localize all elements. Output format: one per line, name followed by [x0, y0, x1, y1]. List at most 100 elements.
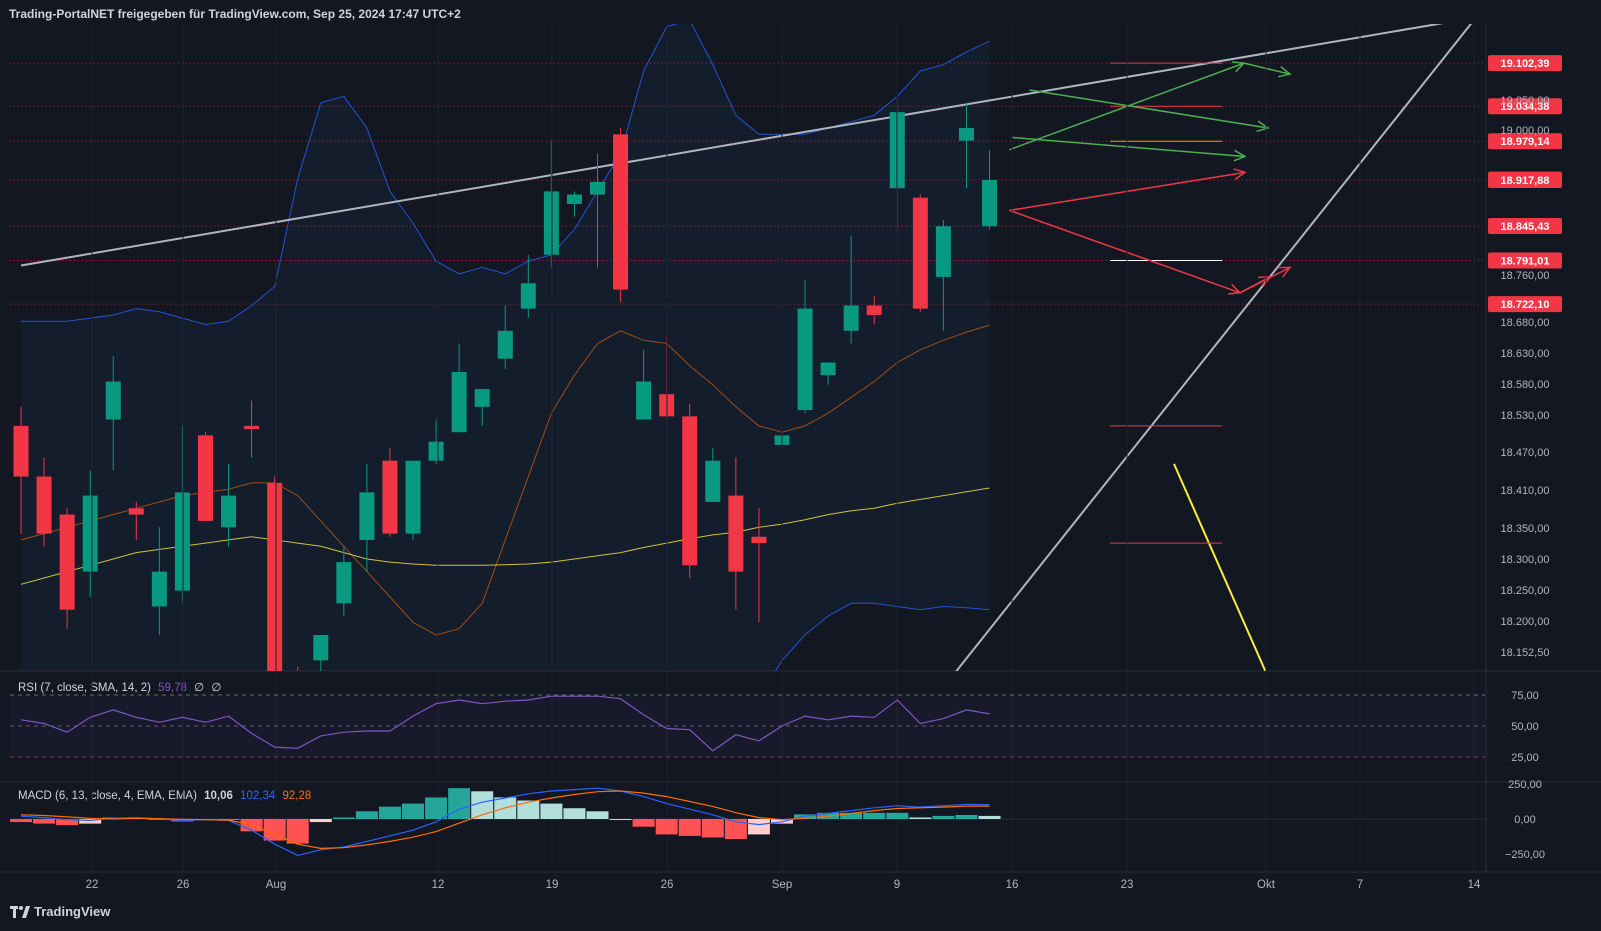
- candle-body: [244, 425, 260, 430]
- candle-body: [958, 128, 974, 141]
- scenario-up-arrow-head: [1233, 149, 1247, 162]
- footer-brand: TradingView: [34, 904, 111, 919]
- candle-body: [751, 536, 767, 544]
- macd-histogram-bar: [586, 811, 609, 819]
- sma100-value: 18.432,02: [168, 51, 220, 63]
- sma200-legend[interactable]: SMA (200, close, 0, SMA, 5) 17.922,72: [18, 68, 223, 80]
- candle-body: [774, 435, 790, 445]
- macd-axis-tick: 0,00: [1514, 814, 1535, 826]
- candle-body: [659, 394, 675, 417]
- scenario-down-arrow-head: [1257, 276, 1272, 288]
- price-badge-label: 18.722,10: [1501, 299, 1550, 311]
- scenario-up-arrow: [1243, 62, 1291, 75]
- macd-histogram-bar: [770, 819, 793, 824]
- rsi-extra1: ∅: [194, 682, 205, 694]
- scenario-up-arrow: [1009, 62, 1245, 151]
- x-axis-tick: Okt: [1257, 879, 1276, 891]
- trendline: [20, 24, 1444, 267]
- candle-body: [59, 514, 75, 610]
- y-axis-tick: 18.300,00: [1501, 554, 1550, 566]
- rsi-legend[interactable]: RSI (7, close, SMA, 14, 2) 59,78 ∅ ∅: [18, 680, 221, 694]
- trendline: [955, 24, 1473, 671]
- sma200-value: 17.922,72: [168, 68, 220, 80]
- bb-basis-line: [20, 324, 990, 636]
- macd-histogram-bar: [240, 819, 263, 832]
- macd-histogram-bar: [378, 806, 401, 819]
- rsi-axis-tick: 50,00: [1511, 721, 1539, 733]
- candle-body: [543, 191, 559, 255]
- macd-histogram-bar: [402, 803, 425, 819]
- sma200-label: SMA (200, close, 0, SMA, 5): [18, 68, 163, 80]
- bb-lower-value: 18.240,73: [236, 102, 288, 114]
- macd-label: MACD (6, 13, close, 4, EMA, EMA): [18, 790, 197, 802]
- price-badge-label: 19.102,39: [1501, 58, 1550, 70]
- macd-histogram-bar: [194, 819, 217, 820]
- macd-histogram-bar: [655, 819, 678, 835]
- macd-histogram-bar: [494, 797, 517, 819]
- candle-body: [313, 635, 329, 661]
- rsi-axis-tick: 25,00: [1511, 752, 1539, 764]
- bb-upper-line: [21, 24, 990, 326]
- macd-histogram-bar: [678, 819, 701, 836]
- main-plot: [10, 24, 1485, 671]
- rsi-label: RSI (7, close, SMA, 14, 2): [18, 682, 151, 694]
- sma100-legend[interactable]: SMA (100, close, 0, SMA, 5) 18.432,02: [18, 51, 223, 63]
- candle-body: [566, 194, 582, 205]
- main-pane-bg: [0, 24, 1601, 671]
- macd-histogram-bar: [563, 808, 586, 819]
- pivots-label: Pivots (Traditional, Weekly, 1, Left, 1): [18, 85, 208, 97]
- x-axis-tick: 9: [894, 879, 900, 891]
- bb-legend[interactable]: BB (20, close, 2, 0) 18.689,01 19.137,30…: [18, 102, 291, 114]
- scenario-up-arrow-head: [1256, 120, 1270, 133]
- macd-histogram-bar: [886, 812, 909, 819]
- macd-histogram-bar: [125, 817, 148, 819]
- macd-histogram-bar: [517, 800, 540, 819]
- currency-button[interactable]: EUR: [1523, 31, 1587, 57]
- sma100-line: [20, 487, 990, 585]
- macd-histogram-bar: [56, 819, 79, 826]
- ohlc-low: L18.840,13: [269, 34, 327, 46]
- tradingview-logo: TradingView: [10, 904, 110, 919]
- pivots-legend[interactable]: Pivots (Traditional, Weekly, 1, Left, 1): [18, 85, 211, 97]
- macd-histogram-bar: [817, 812, 840, 819]
- macd-histogram-bar: [217, 819, 240, 820]
- rsi-band-fill: [10, 695, 1485, 757]
- macd-histogram-bar: [978, 815, 1001, 819]
- candle-body: [174, 492, 190, 591]
- macd-hist-value: 10,06: [204, 790, 233, 802]
- x-axis-tick: Sep: [772, 879, 792, 891]
- price-badge: [1488, 171, 1562, 188]
- candle-body: [36, 476, 52, 534]
- scenario-down-arrow: [1009, 171, 1246, 212]
- y-axis-tick: 18.470,00: [1501, 447, 1550, 459]
- macd-histogram-bar: [309, 819, 332, 823]
- macd-histogram-bar: [263, 819, 286, 841]
- macd-histogram-bar: [909, 817, 932, 819]
- macd-histogram-bar: [448, 788, 471, 819]
- ohlc-change: −78,13 (−0,41%): [398, 34, 485, 46]
- x-axis-tick: 22: [86, 879, 99, 891]
- macd-histogram-bar: [701, 819, 724, 838]
- price-badge: [1488, 98, 1562, 115]
- tradingview-logo-icon: [10, 905, 30, 918]
- scenario-down-arrow-head: [1277, 266, 1292, 278]
- candle-body: [221, 495, 237, 528]
- candle-body: [151, 571, 167, 607]
- candle-body: [982, 179, 998, 227]
- macd-histogram-bar: [840, 812, 863, 819]
- x-axis-tick: 26: [661, 879, 674, 891]
- macd-legend[interactable]: MACD (6, 13, close, 4, EMA, EMA) 10,06 1…: [18, 790, 311, 802]
- bb-basis-value: 18.689,01: [122, 102, 174, 114]
- macd-histogram-bar: [724, 819, 747, 840]
- price-badge: [1488, 217, 1562, 234]
- candle-body: [451, 371, 467, 433]
- symbol-label: DAX Index, 1D, XETR: [18, 34, 132, 46]
- rsi-extra2: ∅: [211, 682, 222, 694]
- macd-histogram-bar: [148, 819, 171, 820]
- symbol-legend[interactable]: DAX Index, 1D, XETR O18.845,92 H18.965,0…: [18, 34, 487, 46]
- candle-body: [682, 416, 698, 566]
- price-badge: [1488, 296, 1562, 313]
- macd-histogram-bar: [471, 791, 494, 819]
- trendline: [1173, 463, 1267, 671]
- candle-body: [935, 226, 951, 277]
